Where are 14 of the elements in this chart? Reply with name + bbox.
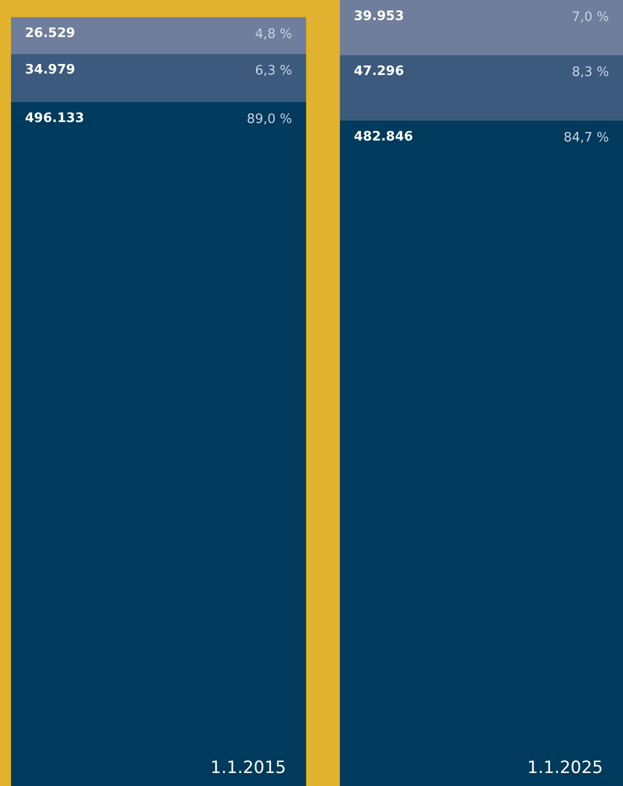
annotation: 84,7 %	[564, 130, 609, 146]
data-label: 482.846	[354, 129, 414, 144]
x-tick-label: 1.1.2015	[210, 758, 286, 778]
data-label: 496.133	[25, 110, 84, 126]
data-label: 26.529	[25, 26, 76, 42]
annotation: 6,3 %	[254, 64, 292, 79]
data-label: 47.296	[354, 64, 404, 80]
x-tick-label: 1.1.2025	[527, 758, 603, 778]
annotation: 89,0 %	[246, 112, 292, 127]
annotation: 4,8 %	[254, 27, 292, 42]
annotation: 8,3 %	[572, 65, 609, 80]
data-label: 39.953	[354, 9, 404, 24]
data-label: 34.979	[25, 62, 76, 78]
annotation: 7,0 %	[572, 10, 609, 25]
